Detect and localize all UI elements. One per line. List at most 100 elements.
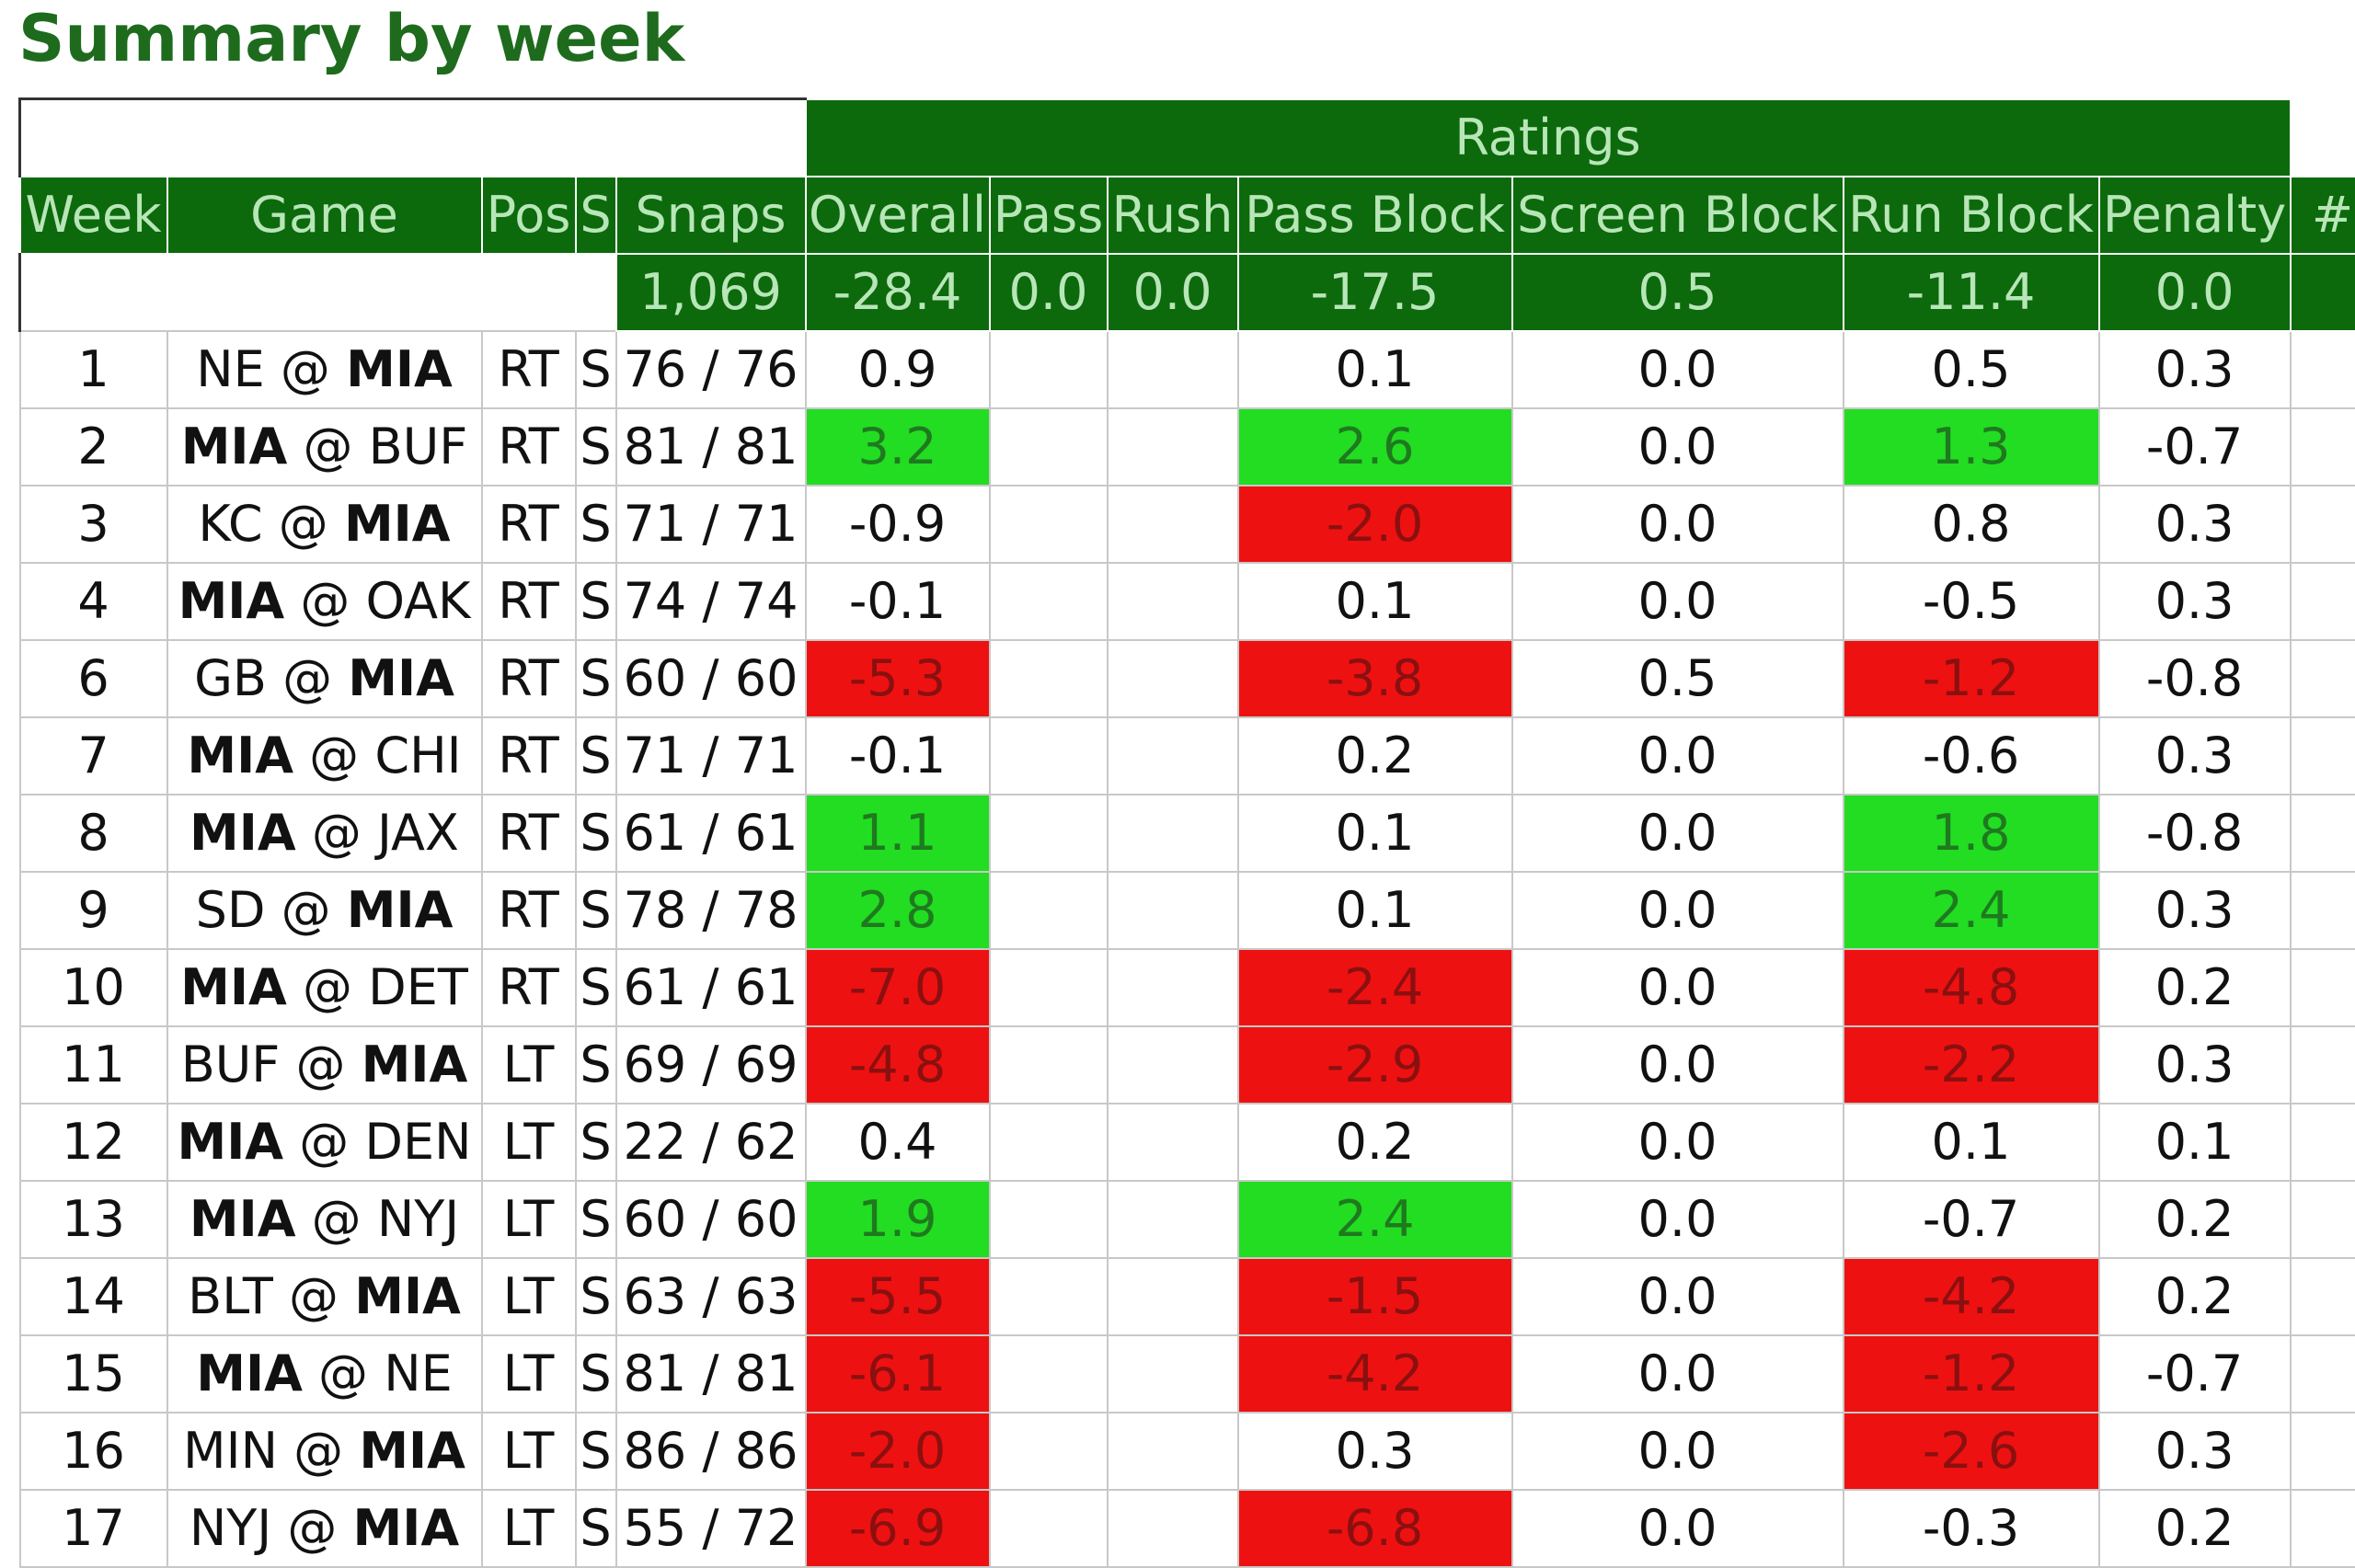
column-header-rush[interactable]: Rush [1106, 175, 1239, 255]
rush-cell [1106, 1488, 1239, 1568]
starter-cell: S [574, 870, 617, 950]
pos-cell: LT [480, 1411, 577, 1491]
column-header-[interactable]: # [2289, 175, 2355, 255]
screen-block-cell: 0.0 [1511, 870, 1844, 950]
overall-cell: -6.1 [804, 1333, 991, 1413]
week-cell: 6 [18, 638, 168, 718]
overall-cell: 0.4 [804, 1102, 991, 1182]
at-separator: @ [302, 1345, 385, 1402]
penalty-cell: 0.3 [2097, 484, 2292, 564]
run-block-cell: -4.2 [1842, 1256, 2100, 1336]
column-header-pos[interactable]: Pos [480, 175, 577, 255]
penalty-cell: 0.3 [2097, 1024, 2292, 1104]
run-block-cell: -4.8 [1842, 947, 2100, 1027]
week-cell: 4 [18, 561, 168, 641]
snaps-cell: 86 / 86 [615, 1411, 807, 1491]
snaps-cell: 71 / 71 [615, 484, 807, 564]
table-row: 10 MIA @ DET RT S 61 / 61 -7.0 -2.4 0.0 -4.8 0.2 [18, 947, 2355, 1027]
starter-cell: S [574, 1488, 617, 1568]
count-cell [2289, 1024, 2355, 1104]
overall-cell: -5.3 [804, 638, 991, 718]
pos-cell: RT [480, 715, 577, 795]
game-cell: MIA @ CHI [166, 715, 483, 795]
table-row: 17 NYJ @ MIA LT S 55 / 72 -6.9 -6.8 0.0 -0.3 0.2 [18, 1488, 2355, 1568]
pass-block-cell: -2.0 [1236, 484, 1513, 564]
count-cell [2289, 1333, 2355, 1413]
pass-block-cell: 0.1 [1236, 793, 1513, 873]
total-screen-block: 0.5 [1511, 252, 1844, 332]
count-cell [2289, 1179, 2355, 1259]
run-block-cell: -0.5 [1842, 561, 2100, 641]
week-cell: 13 [18, 1179, 168, 1259]
home-team: JAX [377, 804, 459, 862]
penalty-cell: 0.3 [2097, 715, 2292, 795]
snaps-cell: 60 / 60 [615, 638, 807, 718]
table-row: 1 NE @ MIA RT S 76 / 76 0.9 0.1 0.0 0.5 0.3 [18, 329, 2355, 409]
rush-cell [1106, 1256, 1239, 1336]
rush-cell [1106, 947, 1239, 1027]
column-header-overall[interactable]: Overall [804, 175, 991, 255]
column-header-snaps[interactable]: Snaps [615, 175, 807, 255]
game-cell: NE @ MIA [166, 329, 483, 409]
pass-cell [988, 561, 1109, 641]
header-blank [18, 97, 806, 177]
rush-cell [1106, 329, 1239, 409]
pos-cell: RT [480, 484, 577, 564]
game-cell: MIN @ MIA [166, 1411, 483, 1491]
total-pass: 0.0 [988, 252, 1109, 332]
game-cell: NYJ @ MIA [166, 1488, 483, 1568]
game-cell: MIA @ BUF [166, 406, 483, 486]
overall-cell: -5.5 [804, 1256, 991, 1336]
penalty-cell: -0.8 [2097, 793, 2292, 873]
screen-block-cell: 0.0 [1511, 1411, 1844, 1491]
week-cell: 17 [18, 1488, 168, 1568]
column-header-s[interactable]: S [574, 175, 617, 255]
screen-block-cell: 0.0 [1511, 406, 1844, 486]
starter-cell: S [574, 329, 617, 409]
count-cell [2289, 793, 2355, 873]
count-cell [2289, 715, 2355, 795]
pass-cell [988, 1179, 1109, 1259]
game-cell: MIA @ NE [166, 1333, 483, 1413]
total-rush: 0.0 [1106, 252, 1239, 332]
home-team: MIA [354, 1267, 461, 1325]
pos-cell: LT [480, 1333, 577, 1413]
column-header-screen-block[interactable]: Screen Block [1511, 175, 1844, 255]
column-header-pass-block[interactable]: Pass Block [1236, 175, 1513, 255]
rush-cell [1106, 1102, 1239, 1182]
rush-cell [1106, 484, 1239, 564]
pass-cell [988, 947, 1109, 1027]
column-header-game[interactable]: Game [166, 175, 483, 255]
at-separator: @ [262, 495, 344, 553]
week-cell: 1 [18, 329, 168, 409]
game-cell: SD @ MIA [166, 870, 483, 950]
pass-block-cell: 0.3 [1236, 1411, 1513, 1491]
column-header-run-block[interactable]: Run Block [1842, 175, 2100, 255]
summary-table: Ratings Week Game Pos S Snaps Overall Pass Rush… [18, 97, 2355, 1568]
table-row: 14 BLT @ MIA LT S 63 / 63 -5.5 -1.5 0.0 -4.2 0.2 [18, 1256, 2355, 1336]
rush-cell [1106, 1333, 1239, 1413]
table-row: 9 SD @ MIA RT S 78 / 78 2.8 0.1 0.0 2.4 0.3 [18, 870, 2355, 950]
rush-cell [1106, 406, 1239, 486]
column-header-week[interactable]: Week [18, 175, 168, 255]
at-separator: @ [293, 727, 375, 784]
at-separator: @ [287, 418, 369, 475]
overall-cell: 2.8 [804, 870, 991, 950]
snaps-cell: 74 / 74 [615, 561, 807, 641]
away-team: MIA [190, 804, 296, 862]
pos-cell: LT [480, 1256, 577, 1336]
total-snaps: 1,069 [615, 252, 807, 332]
at-separator: @ [277, 1422, 360, 1480]
home-team: NE [384, 1345, 453, 1402]
snaps-cell: 78 / 78 [615, 870, 807, 950]
pos-cell: RT [480, 870, 577, 950]
column-header-penalty[interactable]: Penalty [2097, 175, 2292, 255]
at-separator: @ [264, 340, 347, 398]
column-header-pass[interactable]: Pass [988, 175, 1109, 255]
pass-block-cell: 0.1 [1236, 870, 1513, 950]
away-team: MIA [177, 1113, 284, 1171]
snaps-cell: 81 / 81 [615, 406, 807, 486]
pos-cell: RT [480, 406, 577, 486]
penalty-cell: 0.1 [2097, 1102, 2292, 1182]
screen-block-cell: 0.0 [1511, 484, 1844, 564]
